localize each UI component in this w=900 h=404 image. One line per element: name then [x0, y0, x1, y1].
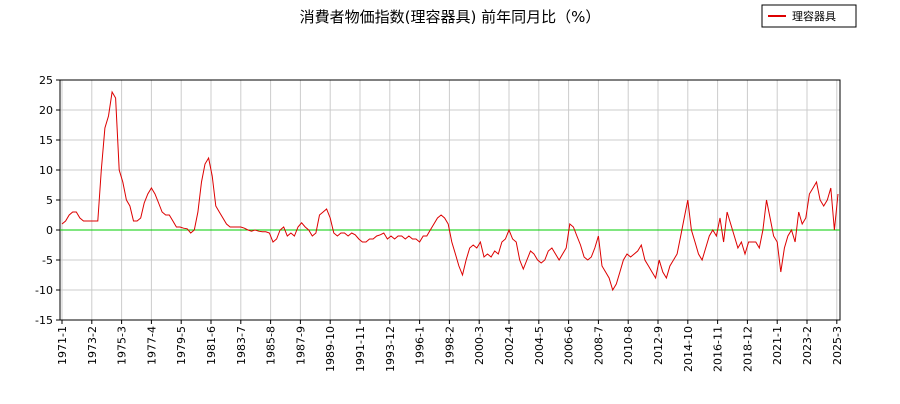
x-tick-label: 1998-2 — [443, 326, 456, 365]
x-tick-label: 2016-11 — [712, 326, 725, 372]
x-tick-label: 1977-4 — [145, 326, 158, 365]
x-tick-label: 2025-3 — [831, 326, 844, 365]
x-tick-label: 2008-7 — [592, 326, 605, 365]
x-tick-label: 1983-7 — [235, 326, 248, 365]
x-tick-label: 1971-1 — [56, 326, 69, 365]
y-tick-label: 20 — [39, 104, 53, 117]
legend-label: 理容器具 — [792, 9, 836, 23]
x-tick-label: 1987-9 — [294, 326, 307, 365]
x-tick-label: 2021-1 — [771, 326, 784, 365]
x-tick-label: 1979-5 — [175, 326, 188, 365]
y-tick-label: 0 — [46, 224, 53, 237]
y-tick-label: -5 — [42, 254, 53, 267]
x-tick-label: 2014-10 — [682, 326, 695, 372]
x-tick-label: 1989-10 — [324, 326, 337, 372]
legend-box — [761, 4, 857, 28]
x-tick-label: 1981-6 — [205, 326, 218, 365]
x-tick-label: 2023-2 — [801, 326, 814, 365]
x-tick-label: 2000-3 — [473, 326, 486, 365]
x-tick-label: 2010-8 — [622, 326, 635, 365]
x-tick-label: 2012-9 — [652, 326, 665, 365]
plot-frame — [59, 79, 841, 321]
x-tick-label: 1991-11 — [354, 326, 367, 372]
x-tick-label: 1973-2 — [86, 326, 99, 365]
x-tick-label: 1985-8 — [265, 326, 278, 365]
y-tick-label: 10 — [39, 164, 53, 177]
x-tick-label: 2004-5 — [533, 326, 546, 365]
x-tick-label: 2002-4 — [503, 326, 516, 365]
x-tick-label: 2006-6 — [563, 326, 576, 365]
data-line — [61, 90, 839, 292]
y-tick-label: -15 — [35, 314, 53, 327]
x-tick-label: 1996-1 — [414, 326, 427, 365]
y-tick-label: 5 — [46, 194, 53, 207]
x-tick-label: 2018-12 — [741, 326, 754, 372]
x-tick-label: 1975-3 — [116, 326, 129, 365]
y-tick-label: 15 — [39, 134, 53, 147]
chart-title: 消費者物価指数(理容器具) 前年同月比（%） — [300, 8, 601, 26]
y-tick-label: -10 — [35, 284, 53, 297]
x-tick-label: 1993-12 — [384, 326, 397, 372]
y-tick-label: 25 — [39, 74, 53, 87]
